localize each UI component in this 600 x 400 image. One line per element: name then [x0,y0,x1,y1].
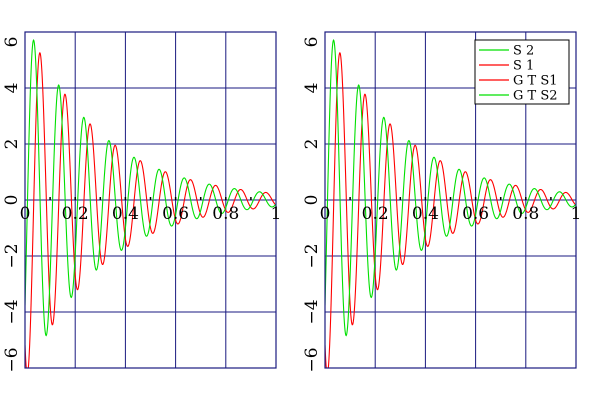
x-tick-label: 1 [571,204,582,224]
x-tick-label: 1 [271,204,282,224]
legend-box [474,39,570,105]
series-line-1 [325,52,576,368]
y-tick-label: −2 [2,243,22,268]
x-tick-label: 0.4 [412,204,439,224]
y-tick-label: −2 [302,243,322,268]
legend-label: S 1 [513,59,534,74]
plot-frame [24,31,277,369]
series-line-1 [25,52,276,368]
y-tick-label: 4 [302,83,322,94]
series-group [25,39,276,368]
x-tick-label: 0.6 [462,204,489,224]
chart-panel-1: 0 0.2 0.4 0.6 0.8 1 6 4 2 0 −2 −4 −6 [2,31,282,373]
x-tick-label: 0.8 [212,204,239,224]
y-tick-label: −6 [2,347,22,372]
y-tick-label: 2 [302,139,322,150]
series-group [325,39,576,368]
x-tick-label: 0 [20,204,31,224]
y-tick-label: 2 [2,139,22,150]
x-tick-label: 0.6 [162,204,189,224]
y-tick-label: −4 [302,299,322,324]
y-tick-label: 0 [2,195,22,206]
y-tick-label: 6 [302,37,322,48]
y-tick-label: 6 [2,37,22,48]
x-tick-label: 0.2 [62,204,89,224]
legend-label: G T S2 [513,89,558,104]
x-tick-label: 0.8 [512,204,539,224]
y-tick-label: 4 [2,83,22,94]
x-tick-label: 0 [320,204,331,224]
y-tick-label: −6 [302,347,322,372]
legend-label: G T S1 [513,74,558,89]
legend-label: S 2 [513,44,534,59]
y-tick-label: −4 [2,299,22,324]
series-line-2 [325,39,576,337]
legend: S 2S 1G T S1G T S2 [474,39,570,105]
series-line-2 [25,39,276,337]
y-tick-label: 0 [302,195,322,206]
x-tick-label: 0.4 [112,204,139,224]
plot-frame [324,31,577,369]
chart-panel-2: 0 0.2 0.4 0.6 0.8 1 6 4 2 0 −2 −4 −6 S 2S 1G T S1G T … [302,31,582,373]
x-tick-label: 0.2 [362,204,389,224]
